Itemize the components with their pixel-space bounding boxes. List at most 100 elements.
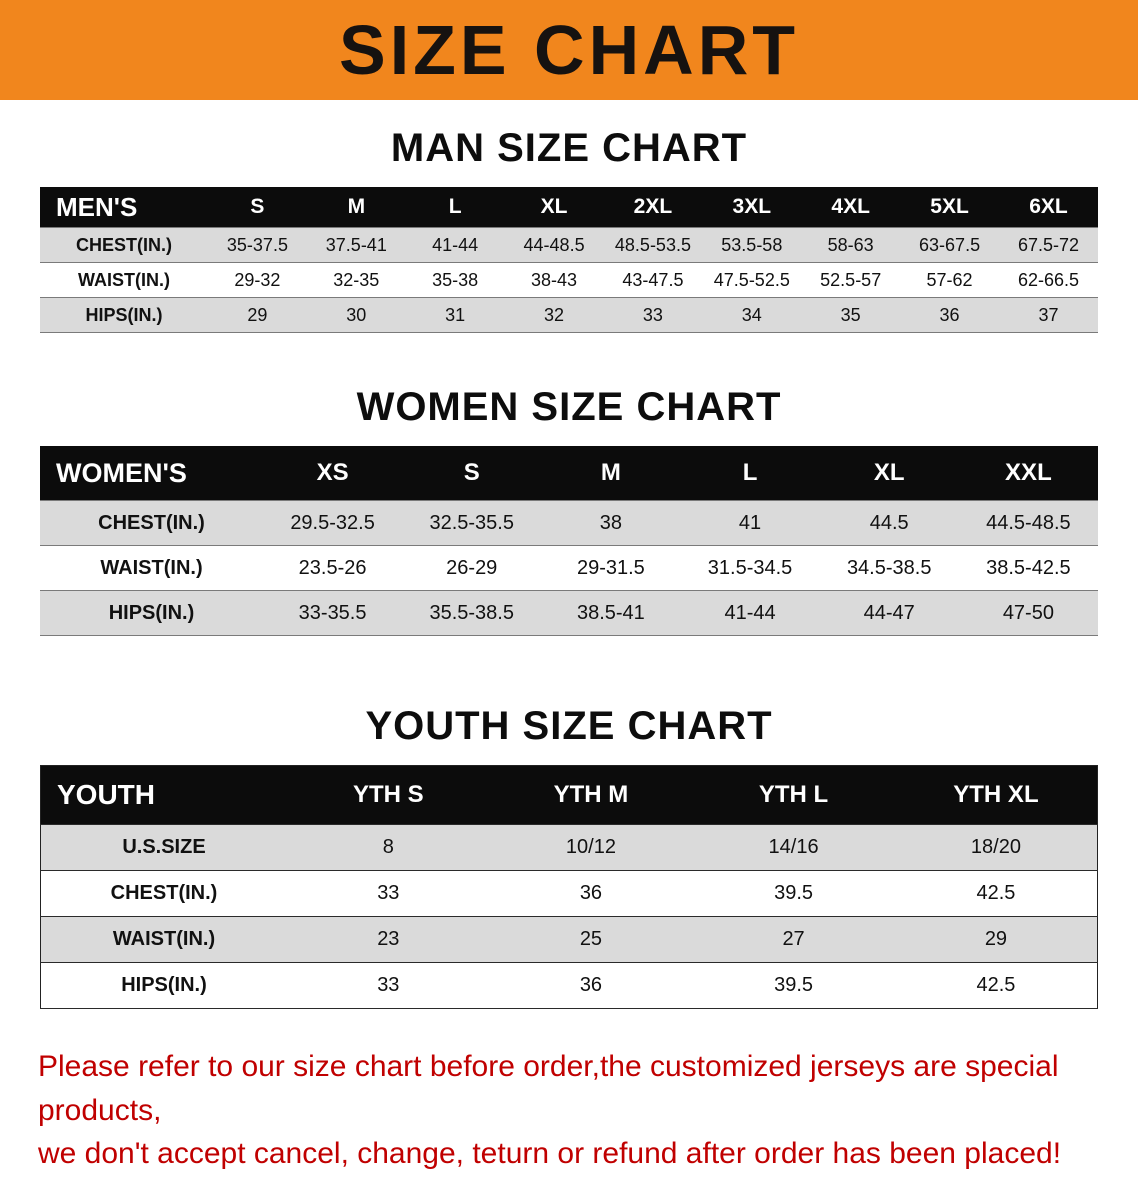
measurement-cell: 29	[208, 297, 307, 333]
measurement-cell: 39.5	[692, 870, 895, 917]
measurement-cell: 36	[900, 297, 999, 333]
size-column-header: M	[306, 187, 406, 228]
measurement-cell: 44-47	[819, 590, 959, 636]
table-corner-label: MEN'S	[40, 187, 208, 228]
measurement-cell: 53.5-58	[702, 227, 802, 263]
measurement-cell: 38	[541, 500, 681, 546]
men-size-table: MEN'S S M L XL 2XL 3XL 4XL 5XL 6XL CHEST(IN.) 35-37…	[40, 187, 1098, 333]
size-column-header: 6XL	[999, 187, 1098, 228]
size-column-header: YTH M	[489, 765, 693, 825]
men-size-table-wrap: MEN'S S M L XL 2XL 3XL 4XL 5XL 6XL CHEST(IN.) 35-37…	[40, 187, 1098, 333]
measurement-cell: 63-67.5	[900, 227, 999, 263]
size-column-header: S	[208, 187, 307, 228]
measurement-cell: 35.5-38.5	[402, 590, 542, 636]
footer-notice: Please refer to our size chart before or…	[38, 1045, 1100, 1196]
measurement-cell: 38-43	[504, 262, 604, 298]
size-column-header: 5XL	[900, 187, 999, 228]
measurement-cell: 62-66.5	[999, 262, 1098, 298]
measurement-cell: 36	[489, 962, 693, 1009]
measurement-cell: 33	[287, 962, 490, 1009]
measurement-row: HIPS(IN.) 33 36 39.5 42.5	[40, 962, 1098, 1009]
section-youth: YOUTH SIZE CHART YOUTH YTH S YTH M YTH L YTH…	[0, 704, 1138, 1009]
measurement-cell: 34	[702, 297, 802, 333]
measurement-cell: 33-35.5	[263, 590, 403, 636]
measurement-cell: 41-44	[405, 227, 505, 263]
women-size-table-wrap: WOMEN'S XS S M L XL XXL CHEST(IN.) 29.5-32.5 32.5…	[40, 446, 1098, 636]
measurement-cell: 27	[692, 916, 895, 963]
size-column-header: L	[680, 446, 820, 501]
measurement-cell: 41-44	[680, 590, 820, 636]
size-column-header: 3XL	[702, 187, 802, 228]
measurement-cell: 35-37.5	[208, 227, 307, 263]
measurement-cell: 37.5-41	[306, 227, 406, 263]
table-header-row: YOUTH YTH S YTH M YTH L YTH XL	[40, 765, 1098, 825]
measurement-cell: 23	[287, 916, 490, 963]
measurement-cell: 23.5-26	[263, 545, 403, 591]
measurement-cell: 44.5	[819, 500, 959, 546]
measurement-row: WAIST(IN.) 29-32 32-35 35-38 38-43 43-47.5 47.…	[40, 262, 1098, 298]
size-column-header: XL	[504, 187, 604, 228]
measurement-cell: 26-29	[402, 545, 542, 591]
measurement-cell: 38.5-41	[541, 590, 681, 636]
measurement-cell: 47-50	[958, 590, 1098, 636]
youth-section-heading: YOUTH SIZE CHART	[365, 704, 773, 748]
size-column-header: 2XL	[603, 187, 703, 228]
size-column-header: YTH XL	[894, 765, 1098, 825]
measurement-cell: 44.5-48.5	[958, 500, 1098, 546]
measurement-cell: 29-31.5	[541, 545, 681, 591]
measurement-cell: 48.5-53.5	[603, 227, 703, 263]
measurement-cell: 57-62	[900, 262, 999, 298]
measurement-row-label: HIPS(IN.)	[40, 962, 287, 1009]
measurement-row: WAIST(IN.) 23 25 27 29	[40, 916, 1098, 963]
size-column-header: 4XL	[801, 187, 901, 228]
measurement-cell: 42.5	[894, 962, 1098, 1009]
measurement-cell: 14/16	[692, 824, 895, 871]
measurement-cell: 29-32	[208, 262, 307, 298]
measurement-cell: 43-47.5	[603, 262, 703, 298]
size-column-header: XS	[263, 446, 403, 501]
youth-size-table: YOUTH YTH S YTH M YTH L YTH XL U.S.SIZE 8 10/12…	[40, 765, 1098, 1009]
measurement-row-label: HIPS(IN.)	[40, 590, 263, 636]
youth-size-table-wrap: YOUTH YTH S YTH M YTH L YTH XL U.S.SIZE 8 10/12…	[40, 765, 1098, 1009]
measurement-row: U.S.SIZE 8 10/12 14/16 18/20	[40, 824, 1098, 871]
table-corner-label: YOUTH	[40, 765, 287, 825]
measurement-cell: 37	[999, 297, 1098, 333]
men-section-heading: MAN SIZE CHART	[390, 126, 748, 170]
section-women: WOMEN SIZE CHART WOMEN'S XS S M L XL XXL CHEST(…	[0, 385, 1138, 636]
measurement-cell: 39.5	[692, 962, 895, 1009]
table-header-row: WOMEN'S XS S M L XL XXL	[40, 446, 1098, 501]
size-column-header: S	[402, 446, 542, 501]
measurement-cell: 41	[680, 500, 820, 546]
women-section-heading: WOMEN SIZE CHART	[356, 385, 782, 429]
measurement-cell: 52.5-57	[801, 262, 901, 298]
page-title: SIZE CHART	[339, 11, 799, 89]
measurement-cell: 30	[306, 297, 406, 333]
measurement-row: HIPS(IN.) 29 30 31 32 33 34 35 36 37	[40, 297, 1098, 333]
measurement-cell: 38.5-42.5	[958, 545, 1098, 591]
size-column-header: XXL	[958, 446, 1098, 501]
measurement-row: CHEST(IN.) 33 36 39.5 42.5	[40, 870, 1098, 917]
measurement-row-label: U.S.SIZE	[40, 824, 287, 871]
size-column-header: L	[405, 187, 505, 228]
measurement-cell: 33	[603, 297, 703, 333]
measurement-cell: 32.5-35.5	[402, 500, 542, 546]
section-men: MAN SIZE CHART MEN'S S M L XL 2XL 3XL 4XL 5XL 6XL…	[0, 126, 1138, 333]
measurement-cell: 35	[801, 297, 901, 333]
banner: SIZE CHART	[0, 0, 1138, 100]
measurement-cell: 32-35	[306, 262, 406, 298]
measurement-cell: 32	[504, 297, 604, 333]
measurement-cell: 47.5-52.5	[702, 262, 802, 298]
measurement-cell: 8	[287, 824, 490, 871]
measurement-row: HIPS(IN.) 33-35.5 35.5-38.5 38.5-41 41-44 44-…	[40, 590, 1098, 636]
table-header-row: MEN'S S M L XL 2XL 3XL 4XL 5XL 6XL	[40, 187, 1098, 228]
measurement-cell: 25	[489, 916, 693, 963]
measurement-row: CHEST(IN.) 29.5-32.5 32.5-35.5 38 41 44.5 44.5…	[40, 500, 1098, 546]
women-size-table: WOMEN'S XS S M L XL XXL CHEST(IN.) 29.5-32.5 32.5…	[40, 446, 1098, 636]
measurement-row-label: WAIST(IN.)	[40, 545, 263, 591]
measurement-row: WAIST(IN.) 23.5-26 26-29 29-31.5 31.5-34.5 34…	[40, 545, 1098, 591]
measurement-row-label: CHEST(IN.)	[40, 227, 208, 263]
measurement-row: CHEST(IN.) 35-37.5 37.5-41 41-44 44-48.5 48.5…	[40, 227, 1098, 263]
size-column-header: XL	[819, 446, 959, 501]
measurement-cell: 42.5	[894, 870, 1098, 917]
